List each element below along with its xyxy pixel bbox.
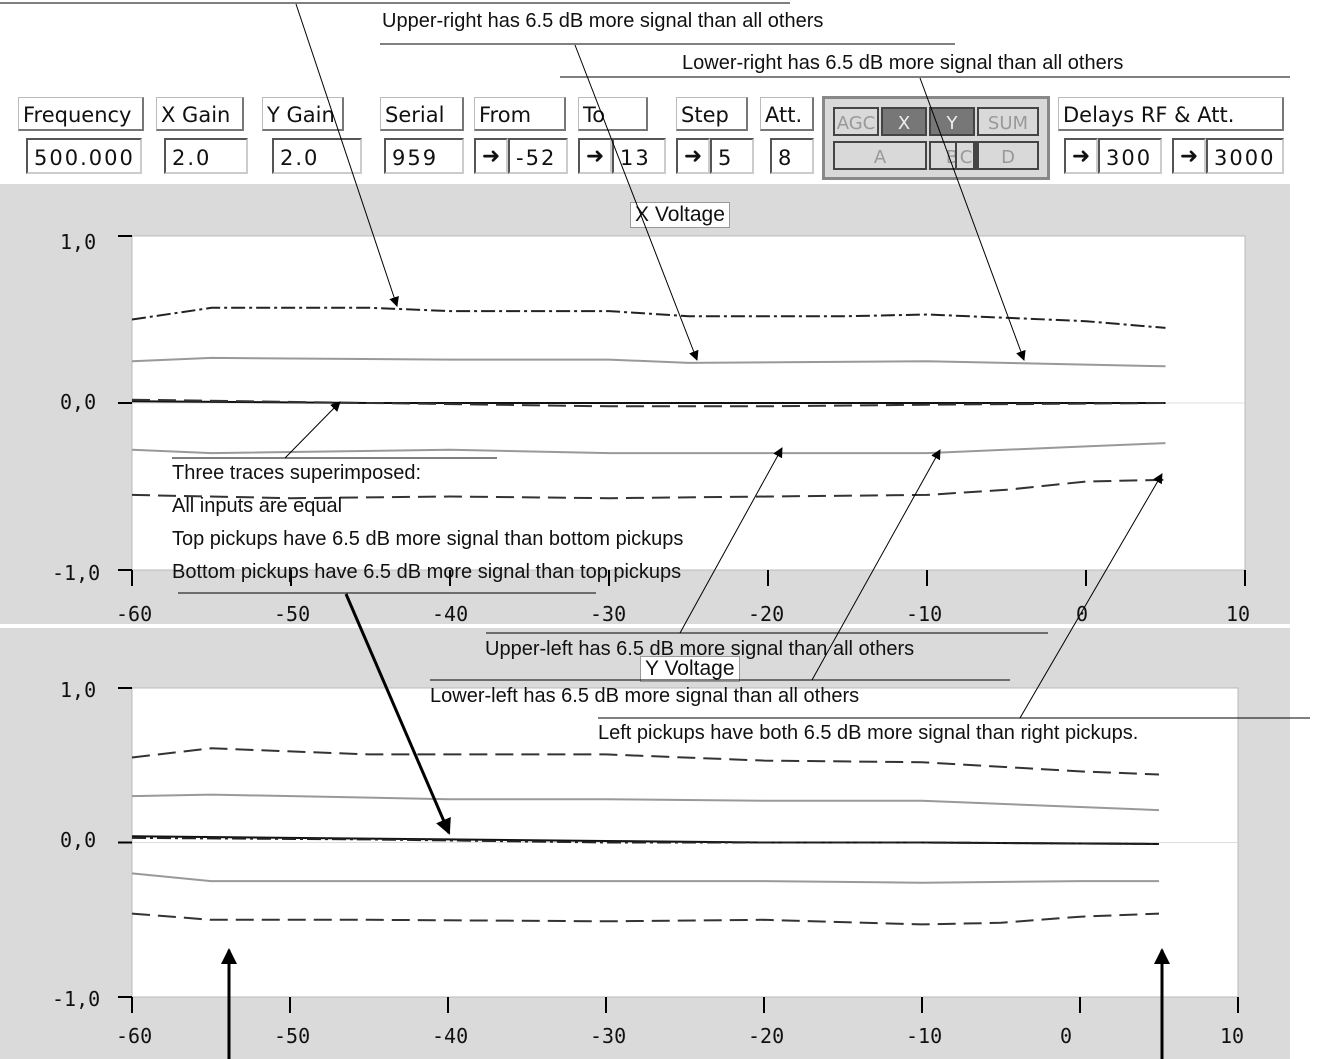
annotation-upper-right: Upper-right has 6.5 dB more signal than … (382, 10, 824, 32)
arrow-right-icon: ➜ (1179, 144, 1199, 169)
y-tick-label: 0,0 (60, 390, 97, 414)
x-tick-label: -10 (906, 1024, 943, 1048)
series-line (131, 356, 1166, 368)
agc-button[interactable]: AGC (833, 107, 879, 136)
frequency-field[interactable]: 500.000 (26, 138, 142, 174)
frequency-label: Frequency (18, 97, 144, 131)
step-field[interactable]: 5 (710, 138, 754, 174)
from-stepper-button[interactable]: ➜ (474, 138, 508, 174)
x-gain-label: X Gain (156, 97, 244, 131)
from-label: From (474, 97, 566, 131)
x-tick-label: 10 (1226, 602, 1251, 626)
y-tick-label: -1,0 (52, 987, 101, 1011)
x-voltage-title: X Voltage (630, 202, 730, 228)
annotation-all-equal: All inputs are equal (172, 495, 343, 517)
x-tick-label: -50 (274, 602, 311, 626)
y-tick-label: 1,0 (60, 230, 97, 254)
x-tick-label: -20 (748, 602, 785, 626)
series-line (131, 872, 1159, 884)
from-field[interactable]: -52 (508, 138, 568, 174)
y-voltage-title: Y Voltage (640, 656, 740, 682)
delay-att-stepper-button[interactable]: ➜ (1172, 138, 1206, 174)
x-tick-label: -30 (590, 1024, 627, 1048)
y-tick-label: 0,0 (60, 828, 97, 852)
annotation-lower-right: Lower-right has 6.5 dB more signal than … (682, 52, 1124, 74)
x-tick-label: -60 (116, 1024, 153, 1048)
att-label: Att. (760, 97, 814, 131)
x-tick-label: -40 (432, 1024, 469, 1048)
x-tick-label: -30 (590, 602, 627, 626)
y-tick-label: -1,0 (52, 561, 101, 585)
x-gain-field[interactable]: 2.0 (164, 138, 248, 174)
annotation-top-pickups: Top pickups have 6.5 dB more signal than… (172, 528, 684, 550)
x-tick-label: 10 (1220, 1024, 1245, 1048)
x-tick-label: -60 (116, 602, 153, 626)
x-tick-label: -40 (432, 602, 469, 626)
x-tick-label: 0 (1076, 602, 1089, 626)
series-line (131, 836, 1160, 845)
delay-rf-field[interactable]: 300 (1098, 138, 1162, 174)
y-tick-label: 1,0 (60, 678, 97, 702)
series-line (131, 912, 1160, 926)
series-line (131, 747, 1160, 776)
annotation-upper-left: Upper-left has 6.5 dB more signal than a… (485, 638, 915, 660)
x-tick-label: -20 (748, 1024, 785, 1048)
att-field[interactable]: 8 (770, 138, 814, 174)
annotation-bottom-pickups: Bottom pickups have 6.5 dB more signal t… (172, 561, 682, 583)
delays-label: Delays RF & Att. (1058, 97, 1284, 131)
delay-rf-stepper-button[interactable]: ➜ (1064, 138, 1098, 174)
annotation-three-traces-heading: Three traces superimposed: (172, 462, 422, 484)
x-tick-label: -50 (274, 1024, 311, 1048)
x-tick-label: -10 (906, 602, 943, 626)
arrow-right-icon: ➜ (481, 144, 501, 169)
annotation-lower-left: Lower-left has 6.5 dB more signal than a… (430, 685, 860, 707)
annotation-left-pickups: Left pickups have both 6.5 dB more signa… (598, 722, 1139, 744)
x-tick-label: 0 (1060, 1024, 1073, 1048)
delay-att-field[interactable]: 3000 (1206, 138, 1284, 174)
series-line (131, 793, 1160, 812)
arrow-right-icon: ➜ (1071, 144, 1091, 169)
